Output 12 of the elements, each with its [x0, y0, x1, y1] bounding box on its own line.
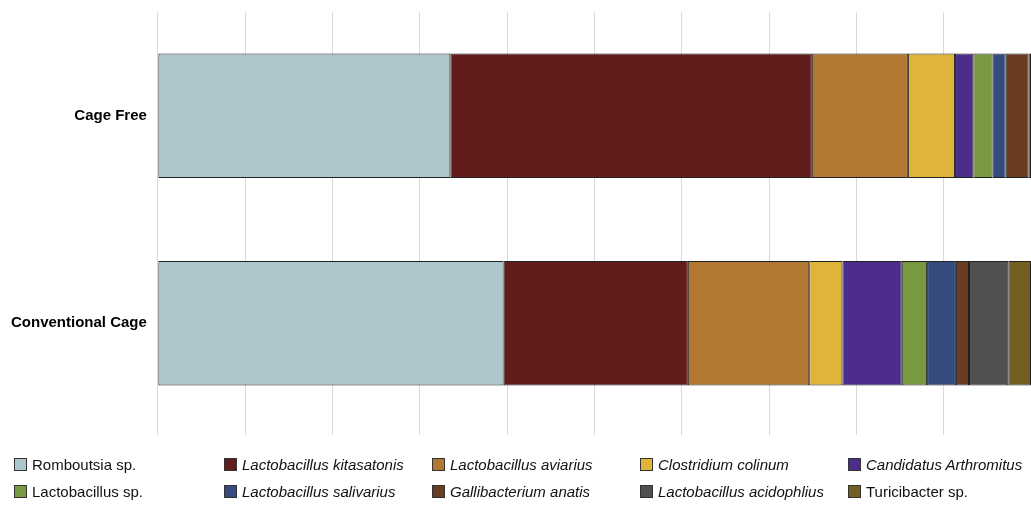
legend-label: Lactobacillus salivarius [242, 483, 396, 500]
legend-label: Clostridium colinum [658, 456, 789, 473]
y-tick-label: Conventional Cage [10, 313, 147, 331]
legend-label: Lactobacillus sp. [32, 483, 143, 500]
legend-label: Turicibacter sp. [866, 483, 968, 500]
legend-label: Lactobacillus kitasatonis [242, 456, 404, 473]
legend-label: Romboutsia sp. [32, 456, 137, 473]
y-tick-label: Cage Free [74, 105, 147, 123]
legend-label: Gallibacterium anatis [450, 483, 591, 500]
legend-label: Lactobacillus acidophlius [658, 483, 824, 500]
legend-label: Lactobacillus aviarius [450, 456, 593, 473]
legend-label: Candidatus Arthromitus [866, 456, 1023, 473]
